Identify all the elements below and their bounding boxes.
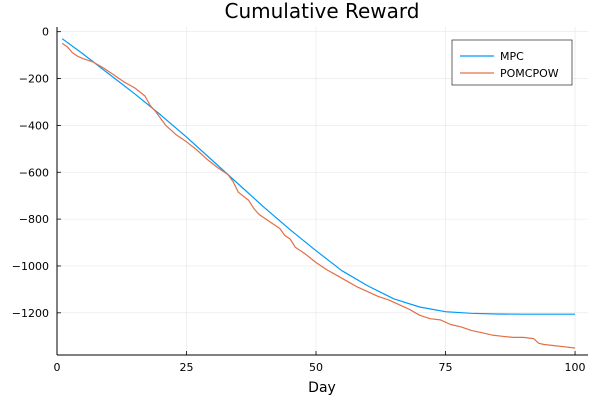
legend: MPC POMCPOW (451, 39, 573, 86)
x-tick-label: 75 (439, 361, 453, 374)
y-tick-label: −800 (19, 213, 49, 226)
x-tick-label: 0 (54, 361, 61, 374)
y-tick-label: −1200 (12, 307, 49, 320)
x-tick-label: 100 (565, 361, 586, 374)
x-tick-label: 50 (309, 361, 323, 374)
x-tick-label: 25 (180, 361, 194, 374)
series-line-mpc (61, 38, 575, 315)
y-tick-label: −1000 (12, 260, 49, 273)
legend-box (451, 39, 573, 86)
chart-title: Cumulative Reward (225, 0, 420, 23)
y-tick-label: 0 (42, 26, 49, 39)
y-tick-label: −600 (19, 166, 49, 179)
x-axis-label: Day (308, 380, 336, 396)
plot-frame (56, 27, 588, 356)
legend-label-pomcpow: POMCPOW (500, 67, 559, 80)
legend-label-mpc: MPC (500, 50, 524, 63)
y-axis-ticks: 0 −200 −400 −600 −800 −1000 −1200 (12, 26, 61, 320)
y-tick-label: −200 (19, 73, 49, 86)
y-tick-label: −400 (19, 119, 49, 132)
x-axis-ticks: 0 25 50 75 100 (54, 351, 586, 374)
series-layer (61, 38, 576, 349)
series-line-pomcpow (61, 42, 576, 349)
